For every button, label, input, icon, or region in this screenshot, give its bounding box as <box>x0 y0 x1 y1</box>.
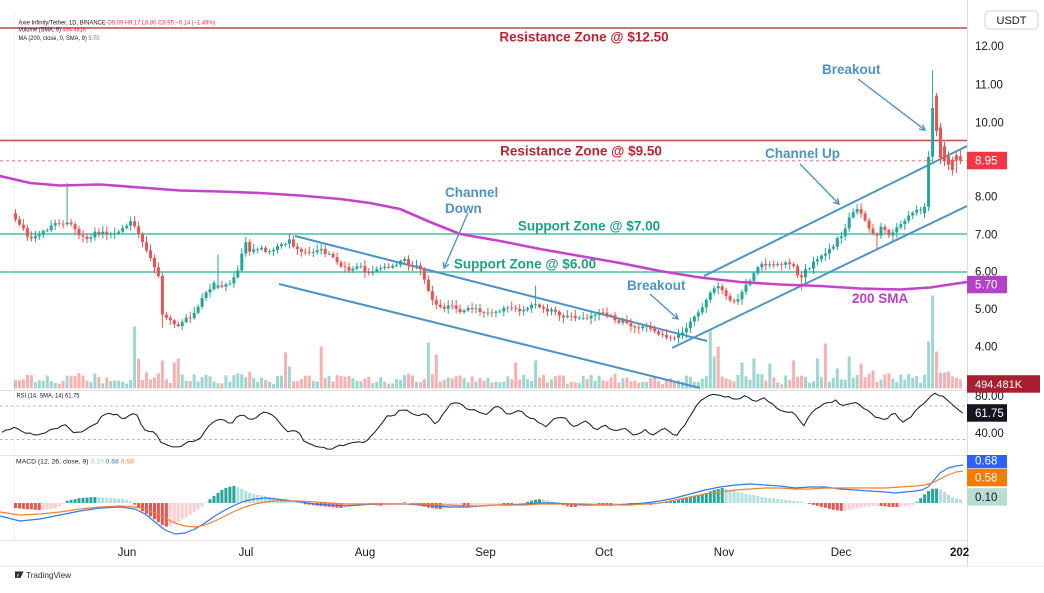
svg-text:Breakout: Breakout <box>822 62 881 77</box>
svg-text:Axie Infinity/Tether, 1D, BINA: Axie Infinity/Tether, 1D, BINANCE O9.09 … <box>19 20 216 27</box>
svg-text:7.00: 7.00 <box>975 230 997 242</box>
svg-text:11.00: 11.00 <box>975 80 1003 92</box>
svg-text:Jun: Jun <box>118 547 137 559</box>
svg-text:MA (200, close, 0, SMA, 9) 5.7: MA (200, close, 0, SMA, 9) 5.70 <box>19 35 100 42</box>
svg-text:5.70: 5.70 <box>975 280 997 292</box>
svg-text:40.00: 40.00 <box>975 428 1004 440</box>
svg-text:Dec: Dec <box>831 547 852 559</box>
svg-text:Support Zone @ $7.00: Support Zone @ $7.00 <box>518 219 660 234</box>
svg-text:10.00: 10.00 <box>975 118 1004 130</box>
svg-text:Volume (SMA, 9) 494.481K: Volume (SMA, 9) 494.481K <box>19 27 87 34</box>
svg-text:4.00: 4.00 <box>975 342 997 354</box>
svg-text:Sep: Sep <box>475 547 495 559</box>
svg-text:Aug: Aug <box>355 547 375 559</box>
svg-text:Channel Up: Channel Up <box>765 146 840 161</box>
svg-text:Resistance Zone @ $12.50: Resistance Zone @ $12.50 <box>499 30 668 45</box>
svg-text:0.10: 0.10 <box>975 492 997 504</box>
svg-text:MACD (12, 26, close, 9) 0.10 0: MACD (12, 26, close, 9) 0.10 0.68 0.58 <box>16 459 134 466</box>
svg-text:494.481K: 494.481K <box>975 379 1023 391</box>
svg-text:Support Zone @ $6.00: Support Zone @ $6.00 <box>454 257 596 272</box>
svg-text:Oct: Oct <box>595 547 614 559</box>
svg-text:Resistance Zone @ $9.50: Resistance Zone @ $9.50 <box>500 144 662 159</box>
svg-text:202: 202 <box>950 547 969 559</box>
svg-text:RSI (14, SMA, 14) 61.75: RSI (14, SMA, 14) 61.75 <box>17 393 80 400</box>
svg-text:8.95: 8.95 <box>975 156 997 168</box>
svg-text:6.00: 6.00 <box>975 267 997 279</box>
svg-text:Jul: Jul <box>239 547 254 559</box>
svg-text:USDT: USDT <box>997 15 1027 27</box>
svg-text:80.00: 80.00 <box>975 391 1004 403</box>
svg-text:8.00: 8.00 <box>975 192 997 204</box>
svg-text:TradingView: TradingView <box>26 571 71 580</box>
svg-text:Breakout: Breakout <box>627 278 686 293</box>
svg-text:12.00: 12.00 <box>975 41 1004 53</box>
svg-text:Nov: Nov <box>714 547 735 559</box>
svg-text:0.58: 0.58 <box>975 473 997 485</box>
svg-text:0.68: 0.68 <box>975 455 997 467</box>
svg-text:61.75: 61.75 <box>975 408 1004 420</box>
svg-text:5.00: 5.00 <box>975 304 997 316</box>
svg-text:Down: Down <box>445 201 482 216</box>
svg-text:Channel: Channel <box>445 185 498 200</box>
svg-text:200 SMA: 200 SMA <box>852 291 909 306</box>
